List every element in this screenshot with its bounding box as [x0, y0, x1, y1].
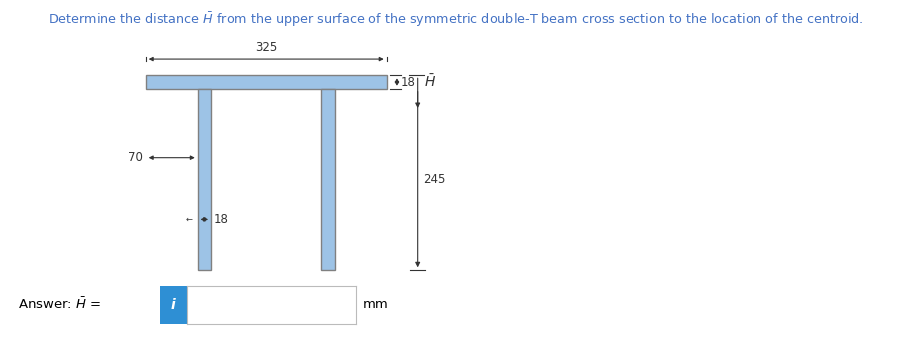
Text: mm: mm — [363, 298, 388, 311]
Bar — [146, 75, 386, 89]
Text: 18: 18 — [400, 76, 415, 89]
Bar — [321, 89, 334, 270]
Text: Determine the distance $\bar{H}$ from the upper surface of the symmetric double-: Determine the distance $\bar{H}$ from th… — [48, 10, 863, 29]
Bar — [198, 89, 210, 270]
Text: $\bar{H}$: $\bar{H}$ — [423, 73, 435, 90]
Text: Dimensions in millimeters: Dimensions in millimeters — [164, 296, 309, 306]
Text: 70: 70 — [128, 151, 143, 164]
Text: 18: 18 — [214, 213, 229, 226]
Text: $\leftarrow$: $\leftarrow$ — [183, 215, 194, 224]
Text: i: i — [170, 298, 176, 312]
Text: Answer: $\bar{H}$ =: Answer: $\bar{H}$ = — [18, 296, 101, 312]
Text: 325: 325 — [255, 41, 277, 54]
Text: 245: 245 — [423, 173, 445, 186]
